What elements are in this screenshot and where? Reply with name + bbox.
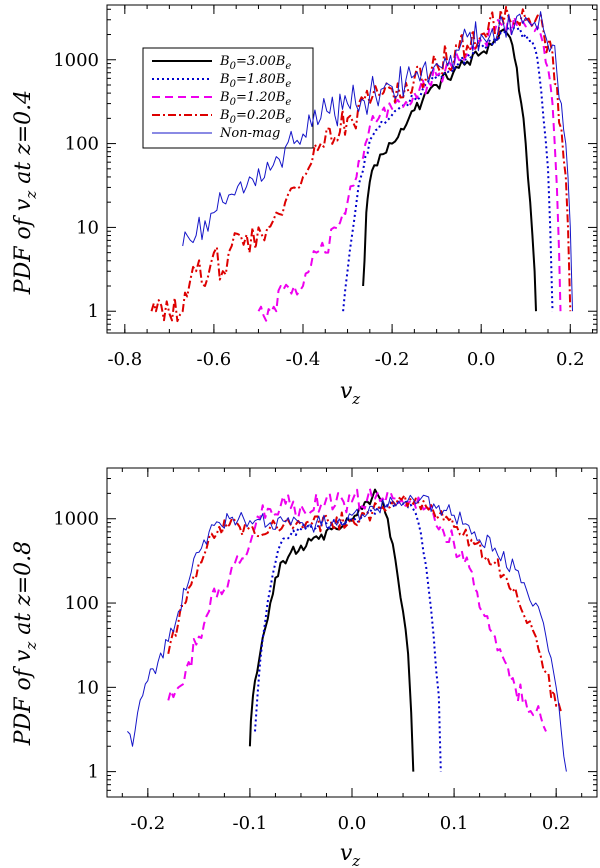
- top-x-tick-label: -0.8: [107, 349, 142, 370]
- legend-label-0.20: B0=0.20Be: [219, 108, 291, 126]
- top-y-tick-label: 10: [76, 217, 99, 238]
- legend-entry-1.20: B0=1.20Be: [152, 90, 291, 108]
- bottom-y-tick-label: 1: [88, 762, 99, 783]
- bottom-chart: PDF of vz at z=0.8 vz -0.2 -0.1 0.0 0.1 0.2 1…: [11, 467, 598, 868]
- bottom-series-non-mag: [127, 494, 567, 772]
- bottom-y-axis-label: PDF of vz at z=0.8: [11, 541, 40, 746]
- legend-label-1.80: B0=1.80Be: [219, 72, 291, 90]
- bottom-series-b0-0-20be: [167, 494, 563, 713]
- bottom-x-tick-label: -0.2: [130, 813, 165, 834]
- top-series-b0-1-20be: [257, 15, 562, 322]
- top-x-axis-label: vz: [340, 379, 360, 408]
- bottom-series-b0-1-80be: [254, 498, 442, 772]
- top-series-b0-3-00be: [362, 28, 537, 312]
- bottom-series-b0-3-00be: [248, 488, 415, 772]
- top-series-group: [150, 5, 573, 323]
- bottom-x-tick-label: 0.0: [338, 813, 367, 834]
- top-series-non-mag: [182, 11, 573, 312]
- top-x-tick-label: -0.2: [375, 349, 410, 370]
- top-series-b0-1-80be: [342, 26, 554, 312]
- top-y-tick-label: 100: [65, 134, 99, 155]
- bottom-y-tick-label: 100: [65, 593, 99, 614]
- top-chart: PDF of vz at z=0.4 vz B0=3.00Be B0=1.80B…: [11, 4, 598, 408]
- bottom-y-tick-label: 10: [76, 677, 99, 698]
- top-x-tick-label: -0.6: [197, 349, 232, 370]
- bottom-x-tick-label: 0.1: [440, 813, 469, 834]
- legend-label-1.20: B0=1.20Be: [219, 90, 291, 108]
- top-legend: B0=3.00Be B0=1.80Be B0=1.20Be B0=0.20Be …: [142, 47, 314, 149]
- legend-entry-1.80: B0=1.80Be: [152, 72, 291, 90]
- top-x-tick-label: 0.0: [467, 349, 496, 370]
- legend-label-non-mag: Non-mag: [219, 126, 280, 141]
- top-y-tick-label: 1: [88, 301, 99, 322]
- bottom-y-tick-label: 1000: [53, 509, 99, 530]
- bottom-x-tick-label: -0.1: [233, 813, 268, 834]
- legend-entry-3.00: B0=3.00Be: [152, 54, 291, 72]
- top-y-axis-label: PDF of vz at z=0.4: [11, 90, 40, 295]
- top-y-tick-label: 1000: [53, 50, 99, 71]
- legend-entry-non-mag: Non-mag: [152, 126, 280, 141]
- bottom-series-b0-1-20be: [167, 487, 547, 732]
- bottom-series-group: [127, 487, 567, 772]
- bottom-x-axis-label: vz: [340, 841, 360, 868]
- bottom-x-tick-label: 0.2: [542, 813, 571, 834]
- bottom-plot-frame: [106, 467, 598, 798]
- top-x-tick-label: -0.4: [286, 349, 321, 370]
- top-x-tick-label: 0.2: [556, 349, 585, 370]
- legend-label-3.00: B0=3.00Be: [219, 54, 291, 72]
- legend-entry-0.20: B0=0.20Be: [152, 108, 291, 126]
